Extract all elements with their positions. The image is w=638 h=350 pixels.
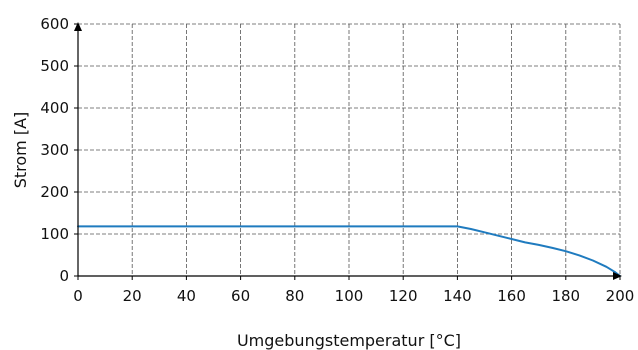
x-tick-label: 20 bbox=[123, 287, 142, 305]
grid-layer bbox=[78, 23, 621, 276]
x-tick-label: 100 bbox=[335, 287, 364, 305]
x-tick-label: 40 bbox=[177, 287, 196, 305]
x-axis-title: Umgebungstemperatur [°C] bbox=[237, 331, 461, 350]
y-tick-label: 500 bbox=[40, 57, 69, 75]
x-axis-arrow bbox=[613, 272, 622, 280]
y-tick-label: 300 bbox=[40, 141, 69, 159]
axis-layer bbox=[74, 22, 622, 280]
x-tick-label: 0 bbox=[73, 287, 83, 305]
series-line bbox=[77, 225, 621, 277]
y-axis-title: Strom [A] bbox=[11, 112, 30, 189]
x-tick-label: 60 bbox=[231, 287, 250, 305]
series-layer bbox=[77, 225, 621, 277]
y-tick-label: 0 bbox=[59, 267, 69, 285]
x-tick-label: 200 bbox=[606, 287, 635, 305]
y-axis-arrow bbox=[74, 22, 82, 31]
x-tick-label: 120 bbox=[389, 287, 418, 305]
x-tick-label: 160 bbox=[497, 287, 526, 305]
x-tick-label: 140 bbox=[443, 287, 472, 305]
y-tick-label: 400 bbox=[40, 99, 69, 117]
x-tick-label: 180 bbox=[551, 287, 580, 305]
y-tick-label: 200 bbox=[40, 183, 69, 201]
y-tick-label: 600 bbox=[40, 15, 69, 33]
x-tick-label: 80 bbox=[285, 287, 304, 305]
y-tick-label: 100 bbox=[40, 225, 69, 243]
tick-label-layer: 0 20 40 60 80 100 120 140 160 180 200 0 100 200 300 400… bbox=[40, 15, 634, 305]
